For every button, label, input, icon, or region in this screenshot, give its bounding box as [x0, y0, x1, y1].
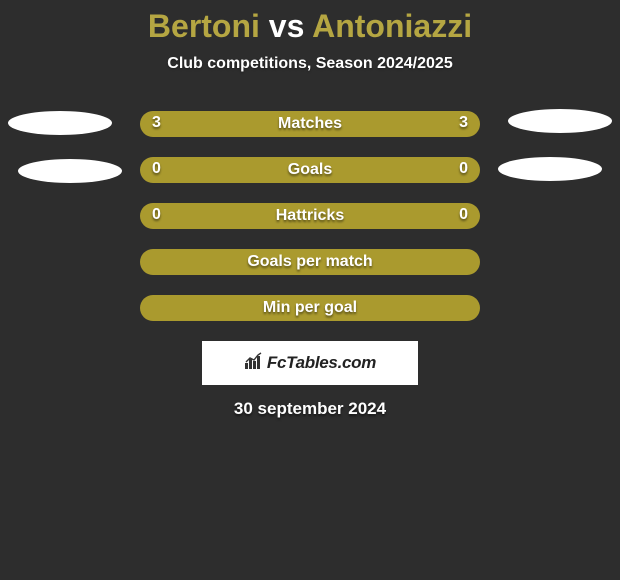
stat-label: Goals — [288, 161, 332, 179]
subtitle: Club competitions, Season 2024/2025 — [0, 55, 620, 73]
stat-row: Min per goal — [0, 295, 620, 321]
stat-row: Goals 0 0 — [0, 157, 620, 183]
watermark-text: FcTables.com — [267, 353, 376, 373]
stat-left-value: 0 — [152, 160, 161, 178]
marker-ellipse-left — [8, 111, 112, 135]
stat-row: Goals per match — [0, 249, 620, 275]
stat-right-value: 0 — [459, 206, 468, 224]
stat-left-value: 3 — [152, 114, 161, 132]
stat-bar: Goals — [140, 157, 480, 183]
marker-ellipse-right — [508, 109, 612, 133]
stat-bar: Hattricks — [140, 203, 480, 229]
stat-left-value: 0 — [152, 206, 161, 224]
stat-row: Matches 3 3 — [0, 111, 620, 137]
stat-bar: Min per goal — [140, 295, 480, 321]
player1-name: Bertoni — [148, 8, 260, 44]
stat-label: Matches — [278, 115, 342, 133]
comparison-title: Bertoni vs Antoniazzi — [0, 8, 620, 45]
stat-bar: Goals per match — [140, 249, 480, 275]
stats-container: Matches 3 3 Goals 0 0 Hattricks 0 0 Goals per mat… — [0, 111, 620, 321]
marker-ellipse-right — [498, 157, 602, 181]
stat-row: Hattricks 0 0 — [0, 203, 620, 229]
stat-label: Goals per match — [247, 253, 372, 271]
stat-label: Hattricks — [276, 207, 344, 225]
chart-icon — [244, 352, 264, 375]
player2-name: Antoniazzi — [312, 8, 472, 44]
watermark-box: FcTables.com — [202, 341, 418, 385]
stat-right-value: 3 — [459, 114, 468, 132]
stat-right-value: 0 — [459, 160, 468, 178]
vs-text: vs — [269, 8, 305, 44]
stat-label: Min per goal — [263, 299, 357, 317]
date-text: 30 september 2024 — [0, 399, 620, 419]
marker-ellipse-left — [18, 159, 122, 183]
stat-bar: Matches — [140, 111, 480, 137]
